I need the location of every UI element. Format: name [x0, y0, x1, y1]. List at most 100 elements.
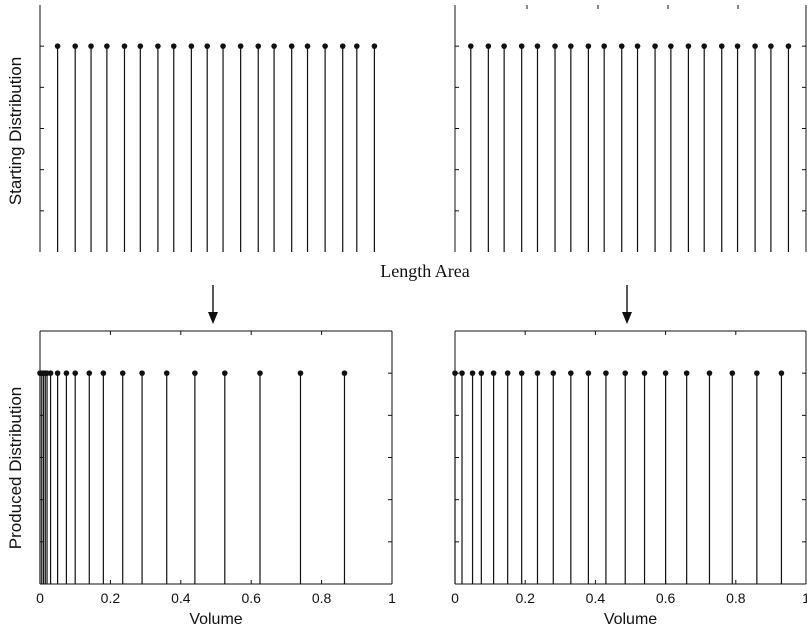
panels: 0 0.2 0.4 0.6 0.8 1 Volume 0 0.2 0.4 0.6 0.8 1 Volume	[36, 5, 807, 628]
stem-marker	[550, 370, 557, 376]
stem	[641, 370, 648, 584]
stem	[104, 43, 110, 252]
stem-marker	[662, 370, 669, 376]
stem	[668, 43, 674, 252]
stem	[706, 370, 713, 584]
x-tick-label: 0.2	[101, 590, 121, 606]
stem-marker	[86, 370, 93, 376]
stem	[452, 370, 458, 584]
axes-bottom-left	[39, 330, 393, 585]
stem	[634, 43, 641, 252]
stem-marker	[469, 370, 476, 376]
stem	[603, 370, 609, 584]
stem	[752, 43, 758, 252]
x-tick-label: 1	[388, 590, 396, 606]
stem	[322, 43, 328, 252]
stem-marker	[322, 43, 328, 49]
stem-marker	[518, 370, 525, 376]
stem	[469, 370, 476, 584]
stem	[504, 370, 511, 584]
stem-marker	[768, 43, 774, 49]
stem	[72, 370, 78, 584]
stem-marker	[72, 43, 78, 49]
stem	[683, 370, 690, 584]
stem-marker	[706, 370, 713, 376]
stem	[459, 370, 465, 584]
stem-marker	[255, 43, 262, 49]
stem-marker	[490, 370, 497, 376]
stem	[119, 370, 126, 584]
stem	[72, 43, 78, 252]
stem	[54, 370, 61, 584]
stem-marker	[121, 43, 128, 49]
stem	[718, 43, 725, 252]
stem	[271, 43, 277, 252]
top-right-top-marks	[526, 5, 739, 9]
panel-top-right	[454, 5, 807, 252]
stem	[585, 43, 592, 252]
stem	[601, 43, 607, 252]
stem-marker	[718, 43, 725, 49]
x-tick-label: 0.4	[171, 590, 191, 606]
stem-marker	[163, 370, 170, 376]
stem	[550, 370, 557, 584]
panel-bottom-right: 0 0.2 0.4 0.6 0.8 1 Volume	[451, 330, 807, 628]
stem-marker	[204, 43, 210, 49]
stem	[220, 43, 226, 252]
stem-marker	[534, 43, 541, 49]
stem-marker	[478, 370, 485, 376]
stem-marker	[100, 370, 107, 376]
x-tick-label: 0	[451, 590, 459, 606]
x-tick-label: 1	[802, 590, 807, 606]
stem-marker	[188, 43, 195, 49]
stem	[257, 370, 263, 584]
x-tick-label: 0.6	[241, 590, 261, 606]
stem	[255, 43, 262, 252]
stem	[47, 370, 54, 584]
stem	[552, 43, 558, 252]
stem-marker	[601, 43, 607, 49]
stem	[518, 43, 525, 252]
panel-top-left	[39, 5, 378, 252]
stem-marker	[341, 370, 348, 376]
stem-marker	[518, 43, 525, 49]
stem-marker	[501, 43, 507, 49]
stem	[778, 370, 785, 584]
stem	[54, 43, 61, 252]
stem-marker	[504, 370, 511, 376]
stem-marker	[304, 43, 311, 49]
stem-marker	[754, 370, 760, 376]
stem	[618, 43, 625, 252]
stem-marker	[634, 43, 641, 49]
x-tick-label: 0	[36, 590, 44, 606]
stem-marker	[237, 43, 244, 49]
stem-marker	[222, 370, 228, 376]
ylabel-produced-distribution: Produced Distribution	[6, 387, 25, 550]
stem-marker	[603, 370, 609, 376]
stem-marker	[785, 43, 792, 49]
stem	[155, 43, 161, 252]
stem-marker	[668, 43, 674, 49]
stem	[622, 370, 629, 584]
stem	[139, 370, 145, 584]
stem-marker	[568, 370, 574, 376]
stem-marker	[685, 43, 692, 49]
stem	[100, 370, 107, 584]
stem-marker	[297, 370, 304, 376]
stem-marker	[88, 43, 94, 49]
stem	[490, 370, 497, 584]
stem-marker	[467, 43, 474, 49]
stem-marker	[641, 370, 648, 376]
stem	[568, 43, 574, 252]
stem	[518, 370, 525, 584]
stem-marker	[63, 370, 70, 376]
stem-marker	[371, 43, 378, 49]
stem-marker	[220, 43, 226, 49]
axes-top-right	[454, 5, 807, 252]
stem-marker	[752, 43, 758, 49]
arrow-left	[208, 285, 218, 324]
x-tick-label: 0.6	[656, 590, 676, 606]
stem	[662, 370, 669, 584]
stem	[467, 43, 474, 252]
